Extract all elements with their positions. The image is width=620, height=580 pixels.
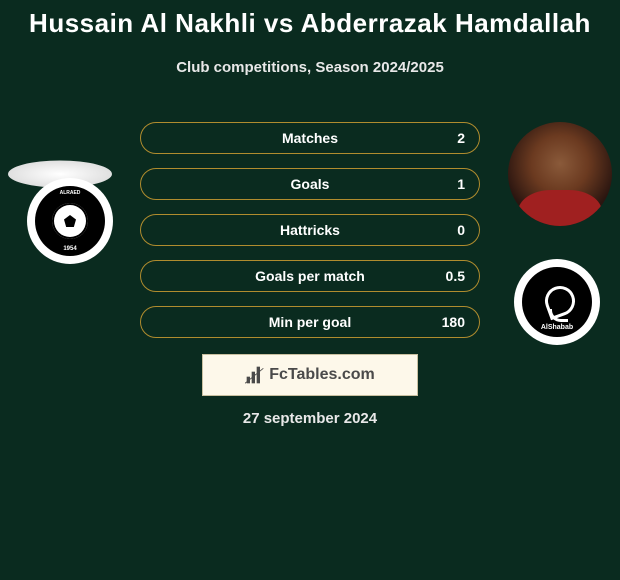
fctables-watermark: FcTables.com xyxy=(202,354,418,396)
club-right-logo-icon xyxy=(535,280,579,324)
club-right-badge: AlShabab xyxy=(514,259,600,345)
date-text: 27 september 2024 xyxy=(0,410,620,427)
stat-value: 0 xyxy=(457,222,465,238)
stat-row: Goals per match 0.5 xyxy=(140,260,480,292)
stats-list: Matches 2 Goals 1 Hattricks 0 Goals per … xyxy=(140,122,480,352)
stat-label: Matches xyxy=(141,130,479,146)
page-title: Hussain Al Nakhli vs Abderrazak Hamdalla… xyxy=(0,0,620,39)
subtitle: Club competitions, Season 2024/2025 xyxy=(0,59,620,76)
club-right-badge-inner: AlShabab xyxy=(522,267,592,337)
player-right-avatar-img xyxy=(508,122,612,226)
stat-row: Goals 1 xyxy=(140,168,480,200)
stat-row: Hattricks 0 xyxy=(140,214,480,246)
club-left-year: 1954 xyxy=(63,246,76,252)
football-icon xyxy=(52,203,88,239)
stat-label: Min per goal xyxy=(141,314,479,330)
club-left-badge-inner: ALRAED 1954 xyxy=(35,186,105,256)
stat-value: 2 xyxy=(457,130,465,146)
stat-label: Goals per match xyxy=(141,268,479,284)
fctables-label: FcTables.com xyxy=(269,366,375,384)
bar-chart-icon xyxy=(245,365,265,385)
stat-row: Matches 2 xyxy=(140,122,480,154)
stat-label: Hattricks xyxy=(141,222,479,238)
stat-row: Min per goal 180 xyxy=(140,306,480,338)
club-right-name: AlShabab xyxy=(541,324,573,331)
stat-value: 1 xyxy=(457,176,465,192)
club-left-badge: ALRAED 1954 xyxy=(27,178,113,264)
stat-value: 0.5 xyxy=(446,268,465,284)
club-left-name-top: ALRAED xyxy=(60,190,81,196)
stat-value: 180 xyxy=(442,314,465,330)
player-right-avatar xyxy=(508,122,612,226)
stat-label: Goals xyxy=(141,176,479,192)
